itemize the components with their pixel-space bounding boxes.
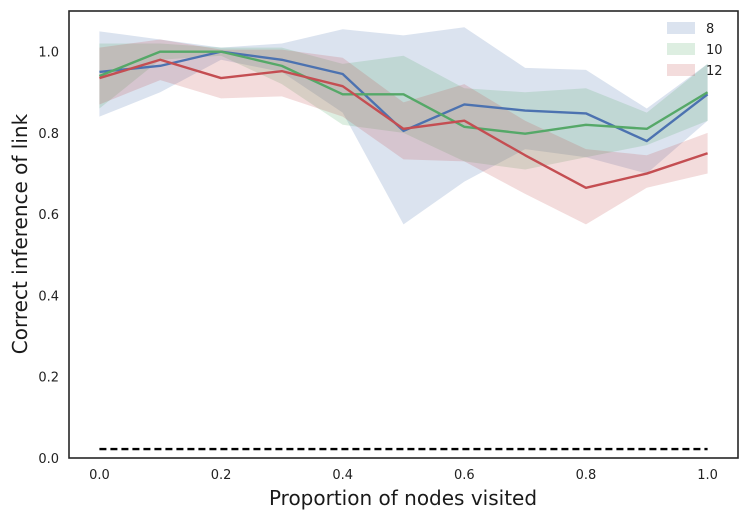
line-series-10 <box>98 50 709 135</box>
line-series-12 <box>99 58 708 189</box>
legend-swatch-10 <box>667 43 695 55</box>
x-tick-label: 0.0 <box>89 468 110 483</box>
y-tick-label: 0.0 <box>38 452 59 467</box>
legend-label-12: 12 <box>706 64 723 79</box>
y-axis-ticks: 0.0 0.2 0.4 0.6 0.8 1.0 <box>38 46 59 467</box>
y-tick-label: 0.6 <box>38 208 59 223</box>
series-lines <box>98 50 709 189</box>
x-tick-label: 0.6 <box>454 468 475 483</box>
line-series-8 <box>99 50 709 143</box>
x-tick-label: 1.0 <box>697 468 718 483</box>
legend: 8 10 12 <box>667 22 723 79</box>
plot-frame <box>68 10 739 459</box>
x-tick-label: 0.8 <box>576 468 597 483</box>
band-series-8 <box>99 27 708 225</box>
legend-label-8: 8 <box>706 22 714 37</box>
y-axis-title: Correct inference of link <box>8 113 32 354</box>
x-axis-title: Proportion of nodes visited <box>269 486 537 510</box>
band-series-10 <box>99 43 708 170</box>
x-tick-label: 0.4 <box>332 468 353 483</box>
legend-swatch-8 <box>667 22 695 34</box>
legend-swatch-12 <box>667 64 695 76</box>
x-axis-ticks: 0.0 0.2 0.4 0.6 0.8 1.0 <box>89 468 718 483</box>
x-tick-label: 0.2 <box>211 468 232 483</box>
y-tick-label: 1.0 <box>38 46 59 61</box>
y-tick-label: 0.8 <box>38 127 59 142</box>
legend-label-10: 10 <box>706 43 723 58</box>
y-tick-label: 0.2 <box>38 371 59 386</box>
y-tick-label: 0.4 <box>38 289 59 304</box>
